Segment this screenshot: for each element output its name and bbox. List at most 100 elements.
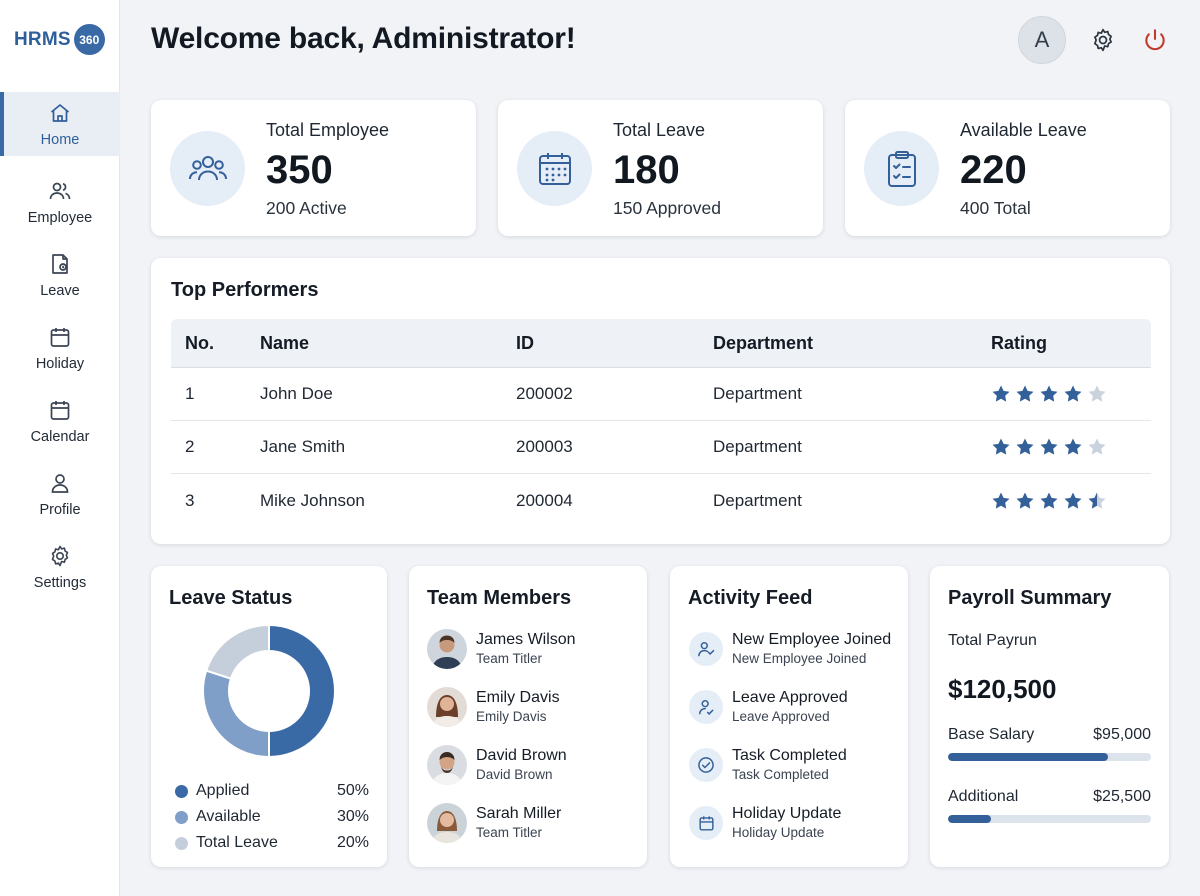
card-title: Team Members bbox=[427, 587, 572, 609]
activity-sub: Leave Approved bbox=[732, 709, 830, 724]
avatar bbox=[427, 803, 467, 843]
activity-title: Task Completed bbox=[732, 747, 847, 764]
cell-name: Mike Johnson bbox=[260, 490, 365, 510]
member-name: James Wilson bbox=[476, 631, 576, 648]
donut-slice-total-leave[interactable] bbox=[204, 623, 270, 680]
avatar bbox=[427, 687, 467, 727]
cell-department: Department bbox=[713, 384, 802, 403]
gear-icon bbox=[47, 543, 73, 569]
member-role: David Brown bbox=[476, 767, 553, 782]
cell-no: 1 bbox=[185, 384, 195, 403]
table-row[interactable]: 2 Jane Smith 200003 Department bbox=[171, 421, 1151, 474]
cell-name: John Doe bbox=[260, 384, 333, 403]
gear-icon[interactable] bbox=[1089, 26, 1117, 54]
additional-bar bbox=[948, 815, 1151, 823]
top-performers-card: Top Performers No. Name ID Department Ra… bbox=[151, 258, 1170, 544]
stat-label: Total Leave bbox=[613, 120, 706, 140]
legend-swatch bbox=[175, 784, 188, 798]
star-icon bbox=[992, 492, 1010, 509]
payroll-summary-card: Payroll Summary Total Payrun $120,500 Ba… bbox=[930, 566, 1169, 867]
base-salary-label: Base Salary bbox=[948, 726, 1035, 743]
sidebar-item-label: Holiday bbox=[35, 355, 85, 372]
star-icon bbox=[1088, 438, 1106, 455]
additional-amount: $25,500 bbox=[1093, 788, 1151, 805]
list-item[interactable]: Task Completed Task Completed bbox=[688, 742, 847, 788]
sidebar-item-holiday[interactable]: Holiday bbox=[0, 311, 120, 384]
power-icon[interactable] bbox=[1141, 26, 1169, 54]
page-title: Welcome back, Administrator! bbox=[151, 22, 576, 55]
sidebar-item-settings[interactable]: Settings bbox=[0, 530, 120, 603]
sidebar-item-employee[interactable]: Employee bbox=[0, 165, 120, 238]
legend-swatch bbox=[175, 836, 188, 850]
column-header: Name bbox=[260, 332, 310, 353]
total-payrun-value: $120,500 bbox=[948, 674, 1057, 704]
rating-stars bbox=[991, 421, 1107, 473]
logo-text: HRMS bbox=[14, 28, 71, 50]
stat-sub: 150 Approved bbox=[613, 198, 722, 218]
stat-value: 220 bbox=[960, 148, 1027, 192]
list-item[interactable]: Emily Davis Emily Davis bbox=[427, 684, 560, 730]
legend-label: Applied bbox=[196, 782, 250, 799]
star-icon bbox=[1064, 385, 1082, 402]
avatar bbox=[427, 745, 467, 785]
list-item[interactable]: David Brown David Brown bbox=[427, 742, 567, 788]
table-row[interactable]: 3 Mike Johnson 200004 Department bbox=[171, 474, 1151, 527]
legend-value: 30% bbox=[336, 808, 369, 825]
user-icon bbox=[47, 470, 73, 496]
donut-slice-available[interactable] bbox=[202, 669, 270, 759]
rating-stars bbox=[991, 368, 1107, 420]
activity-feed-card: Activity Feed New Employee Joined New Emp… bbox=[670, 566, 908, 867]
star-icon bbox=[1088, 492, 1106, 509]
column-header: ID bbox=[516, 332, 534, 353]
stat-sub: 200 Active bbox=[266, 198, 347, 218]
donut-slice-applied[interactable] bbox=[268, 623, 336, 759]
sidebar-item-label: Calendar bbox=[30, 428, 90, 445]
app-logo[interactable]: HRMS 360 bbox=[14, 24, 105, 55]
calendar-icon bbox=[689, 806, 723, 840]
list-item[interactable]: James Wilson Team Titler bbox=[427, 626, 576, 672]
list-item[interactable]: Holiday Update Holiday Update bbox=[688, 800, 841, 846]
chart-legend: Applied 50% Available 30% Total Leave 20… bbox=[173, 778, 369, 856]
list-item[interactable]: New Employee Joined New Employee Joined bbox=[688, 626, 891, 672]
list-item[interactable]: Leave Approved Leave Approved bbox=[688, 684, 848, 730]
base-salary-bar-fill bbox=[948, 753, 1109, 761]
clipboard-check-icon bbox=[864, 131, 939, 206]
member-role: Emily Davis bbox=[476, 709, 547, 724]
star-icon bbox=[1040, 385, 1058, 402]
home-icon bbox=[47, 100, 73, 126]
check-circle-icon bbox=[689, 748, 723, 782]
cell-id: 200003 bbox=[516, 437, 573, 456]
table-row[interactable]: 1 John Doe 200002 Department bbox=[171, 368, 1151, 421]
calendar-icon bbox=[47, 397, 73, 423]
sidebar-item-profile[interactable]: Profile bbox=[0, 457, 120, 530]
legend-swatch bbox=[175, 810, 188, 824]
sidebar-item-leave[interactable]: Leave bbox=[0, 238, 120, 311]
sidebar-item-label: Employee bbox=[27, 209, 93, 226]
additional-label: Additional bbox=[948, 788, 1019, 805]
activity-sub: New Employee Joined bbox=[732, 651, 867, 666]
card-title: Top Performers bbox=[171, 279, 319, 301]
cell-no: 2 bbox=[185, 437, 195, 456]
activity-title: Leave Approved bbox=[732, 689, 848, 706]
star-icon bbox=[1040, 438, 1058, 455]
sidebar-item-calendar[interactable]: Calendar bbox=[0, 384, 120, 457]
star-icon bbox=[992, 385, 1010, 402]
team-members-card: Team Members James Wilson Team Titler Emi… bbox=[409, 566, 647, 867]
stat-value: 350 bbox=[266, 148, 333, 192]
card-title: Payroll Summary bbox=[948, 587, 1112, 609]
users-icon bbox=[47, 178, 73, 204]
sidebar-item-home[interactable]: Home bbox=[0, 92, 120, 156]
sidebar-item-label: Home bbox=[40, 132, 80, 148]
table-header: No. Name ID Department Rating bbox=[171, 319, 1151, 368]
member-name: David Brown bbox=[476, 747, 567, 764]
logo-badge: 360 bbox=[73, 24, 105, 55]
star-icon bbox=[1088, 385, 1106, 402]
cell-id: 200004 bbox=[516, 490, 573, 510]
legend-value: 50% bbox=[336, 782, 369, 799]
list-item[interactable]: Sarah Miller Team Titler bbox=[427, 800, 561, 846]
star-icon bbox=[1016, 492, 1034, 509]
star-icon bbox=[1040, 492, 1058, 509]
column-header: Department bbox=[713, 332, 814, 353]
star-icon bbox=[992, 438, 1010, 455]
avatar[interactable]: A bbox=[1018, 16, 1066, 64]
